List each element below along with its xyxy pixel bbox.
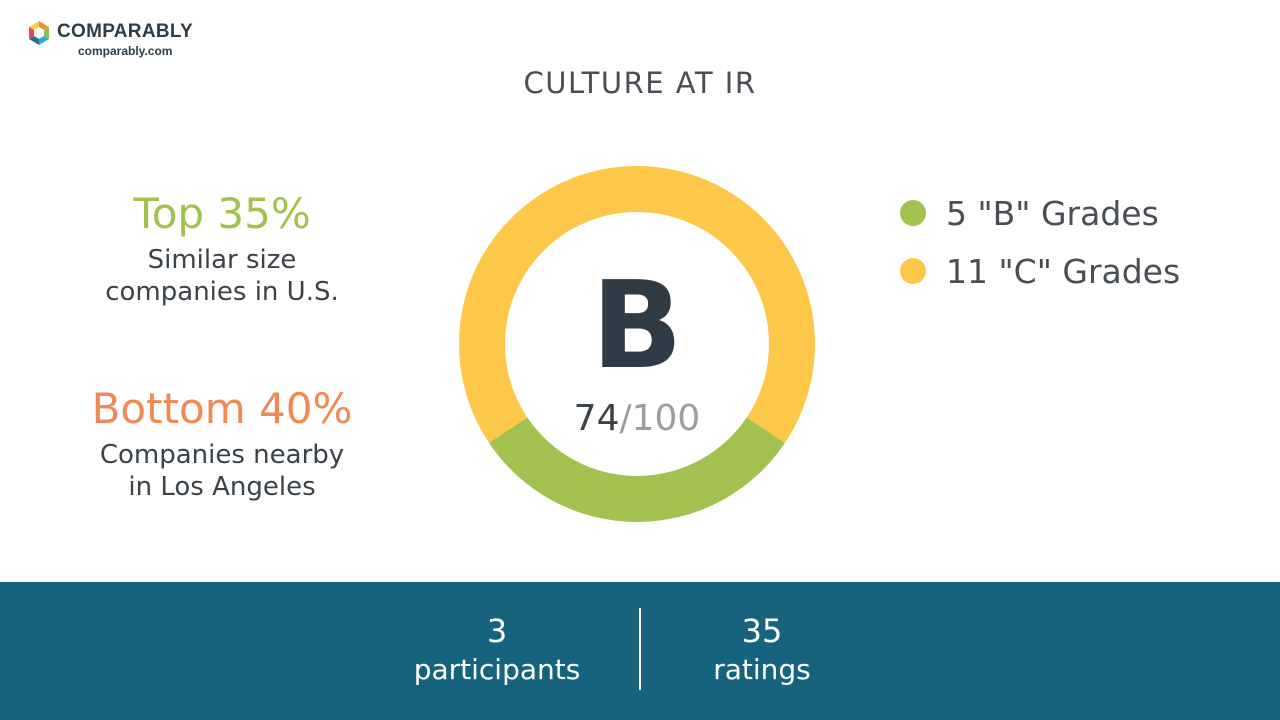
ratings-stat: 35 ratings <box>642 610 882 688</box>
grade-score: 74 <box>574 398 620 439</box>
donut-slice-1 <box>488 417 786 522</box>
grade-out-of: /100 <box>619 398 700 439</box>
legend-swatch <box>900 258 926 284</box>
ratings-count: 35 <box>741 612 783 650</box>
chart-legend: 5 "B" Grades 11 "C" Grades <box>900 189 1180 305</box>
legend-label: 5 "B" Grades <box>946 193 1159 233</box>
participants-label: participants <box>413 653 581 686</box>
brand-name: COMPARABLY <box>57 21 194 42</box>
top-percentile-stat: Top 35% Similar size companies in U.S. <box>72 188 372 308</box>
bottom-percentile-stat: Bottom 40% Companies nearby in Los Angel… <box>72 383 372 503</box>
donut-slice-2 <box>459 166 815 443</box>
top-percentile-headline: Top 35% <box>133 189 311 238</box>
grade-donut-chart: B 74/100 <box>459 166 815 522</box>
legend-item: 5 "B" Grades <box>900 189 1180 237</box>
legend-swatch <box>900 200 926 226</box>
top-percentile-line2: companies in U.S. <box>105 277 339 307</box>
bottom-percentile-headline: Bottom 40% <box>91 384 353 433</box>
top-percentile-line1: Similar size <box>147 245 297 275</box>
bottom-percentile-line2: in Los Angeles <box>128 472 316 502</box>
participants-stat: 3 participants <box>377 610 617 688</box>
comparably-logo-icon <box>29 21 49 45</box>
page-title: CULTURE AT IR <box>523 66 757 100</box>
ratings-label: ratings <box>713 653 811 686</box>
bottom-percentile-line1: Companies nearby <box>99 440 345 470</box>
donut-slices <box>459 166 815 522</box>
legend-item: 11 "C" Grades <box>900 247 1180 295</box>
participants-count: 3 <box>486 612 508 650</box>
grade-score-line: 74/100 <box>574 398 701 439</box>
brand-domain: comparably.com <box>78 44 173 58</box>
legend-label: 11 "C" Grades <box>946 251 1181 291</box>
grade-letter: B <box>591 257 682 396</box>
footer-bar: 3 participants 35 ratings <box>0 582 1280 720</box>
footer-divider <box>639 608 641 690</box>
comparably-logo[interactable]: COMPARABLY comparably.com <box>26 18 216 60</box>
